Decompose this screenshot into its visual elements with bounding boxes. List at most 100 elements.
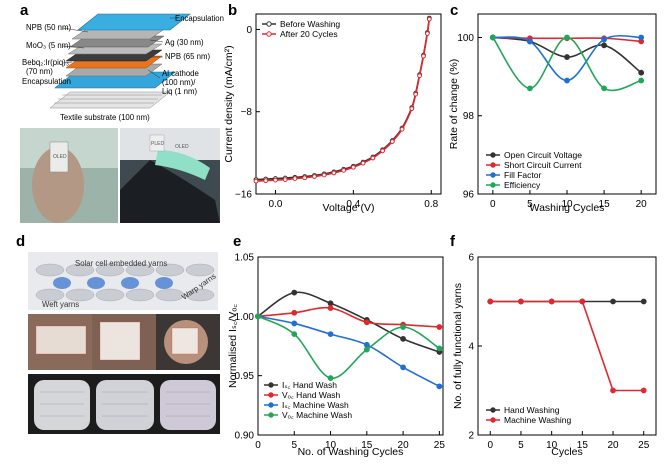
- data-point-e-3: [400, 324, 406, 330]
- x-tick-label-f: 0: [487, 440, 493, 451]
- data-point-e-1: [436, 324, 443, 330]
- data-point-b-1: [426, 16, 432, 22]
- layer-label-bebq: Bebq₂:Ir(piq)₃: [22, 58, 69, 67]
- x-tick-label-e: 25: [434, 440, 446, 451]
- panel-label-d: d: [16, 233, 25, 250]
- layer-label-ag: Ag (30 nm): [165, 38, 204, 47]
- layer-label-encapsulation: Encapsulation: [175, 14, 224, 23]
- data-point-e-3: [291, 331, 298, 338]
- data-point-f-1: [518, 298, 524, 305]
- series-line-b-0: [255, 18, 431, 181]
- x-tick-label-c: 15: [599, 199, 611, 210]
- legend-marker-e-3: [268, 412, 274, 418]
- chart-functional-yarns: 0 5 10 15 20 25 2 4 6 Cycles No. of fully function…: [452, 253, 657, 458]
- y-tick-label-e: 1.00: [235, 312, 255, 323]
- data-point-c-2: [527, 38, 533, 45]
- data-point-f-1: [487, 298, 494, 305]
- annotation-solar-cell-yarns: Solar cell embedded yarns: [75, 259, 167, 268]
- panel-label-b: b: [228, 2, 237, 19]
- data-point-f-0: [640, 298, 647, 305]
- legend-label-e-0: Iₛ꜀ Hand Wash: [282, 380, 337, 390]
- data-point-e-0: [327, 300, 334, 307]
- x-tick-label-e: 5: [291, 440, 297, 451]
- layer-label-liq: Liq (1 nm): [162, 87, 198, 96]
- data-point-b-1: [399, 126, 405, 132]
- layer-label-bebq-thickness: (70 nm): [26, 67, 53, 76]
- data-point-f-0: [610, 298, 616, 305]
- data-point-e-2: [327, 331, 334, 338]
- y-tick-label-e: 0.95: [235, 371, 255, 382]
- layer-leader-lines: [62, 17, 178, 79]
- data-point-c-0: [564, 54, 570, 60]
- y-tick-label-e: 0.90: [235, 431, 255, 442]
- data-point-f-1: [610, 387, 616, 394]
- data-point-b-1: [350, 164, 356, 170]
- x-axis-label-c: Washing Cycles: [530, 202, 605, 214]
- data-point-e-3: [255, 313, 261, 320]
- x-tick-label-b: 0.8: [424, 199, 438, 210]
- x-tick-label-b: 0.0: [269, 199, 283, 210]
- data-point-b-1: [417, 73, 422, 79]
- plot-frame-b: [255, 13, 442, 195]
- data-point-b-1: [263, 178, 269, 184]
- legend-marker-e-2: [268, 402, 274, 408]
- data-point-b-1: [413, 91, 419, 97]
- y-tick-label-b: −16: [235, 190, 252, 201]
- layer-label-moo3: MoO₃ (5 nm): [26, 41, 71, 50]
- series-line-e-2: [257, 315, 440, 388]
- data-point-b-1: [380, 148, 385, 154]
- legend-marker-e-0: [268, 382, 274, 388]
- data-point-c-0: [601, 42, 607, 49]
- data-point-e-3: [436, 345, 443, 352]
- series-line-e-1: [257, 306, 440, 328]
- panel-label-f: f: [450, 233, 456, 250]
- data-point-f-1: [579, 298, 586, 305]
- data-point-b-1: [421, 53, 426, 59]
- legend-label-f-1: Machine Washing: [504, 415, 572, 425]
- series-line-e-0: [257, 291, 440, 353]
- data-point-b-1: [253, 178, 259, 184]
- x-tick-label-f: 15: [577, 440, 589, 451]
- photo-label-oled-right: OLED: [175, 144, 189, 150]
- y-axis-label-e: Normalised Iₛ꜀/Vₒ꜀: [227, 304, 239, 388]
- legend-label-c-3: Efficiency: [504, 180, 541, 190]
- plot-frame-e: [257, 256, 444, 436]
- data-point-e-2: [400, 364, 406, 371]
- x-tick-label-e: 0: [255, 440, 261, 451]
- data-point-e-1: [291, 309, 298, 316]
- photo-label-pled: PLED: [151, 141, 164, 147]
- data-point-e-0: [400, 335, 406, 342]
- y-axis-label-b: Current density (mA/cm²): [223, 45, 235, 162]
- annotation-weft-yarns: Weft yarns: [42, 300, 79, 309]
- data-point-b-1: [409, 106, 415, 112]
- data-point-f-1: [548, 298, 555, 305]
- x-tick-label-c: 0: [490, 199, 496, 210]
- y-tick-label-c: 98: [463, 111, 475, 122]
- data-point-b-1: [389, 139, 395, 144]
- legend-marker-c-2: [490, 172, 496, 178]
- legend-label-b-1: After 20 Cycles: [280, 29, 338, 39]
- x-tick-label-f: 10: [546, 440, 558, 451]
- data-point-c-3: [564, 34, 570, 41]
- layer-label-al-thickness: (100 nm)/: [162, 78, 196, 87]
- data-point-b-1: [360, 160, 366, 166]
- data-point-e-2: [436, 383, 443, 390]
- data-point-c-2: [601, 36, 607, 43]
- legend-marker-c-1: [490, 162, 496, 168]
- panel-label-e: e: [233, 233, 241, 250]
- oled-photo-left: OLED: [20, 128, 118, 223]
- hand-flex-photo-strip: [28, 314, 220, 370]
- data-point-b-1: [321, 172, 327, 178]
- data-point-c-3: [601, 85, 607, 92]
- legend-label-e-1: Vₒ꜀ Hand Wash: [282, 390, 341, 400]
- legend-label-b-0: Before Washing: [280, 19, 340, 29]
- legend-label-e-2: Iₛ꜀ Machine Wash: [282, 400, 349, 410]
- y-axis-label-f: No. of fully functional yarns: [452, 283, 464, 409]
- data-point-b-1: [292, 176, 298, 181]
- washed-samples-photo-strip: [28, 374, 220, 434]
- x-tick-label-c: 5: [527, 199, 533, 210]
- series-line-b-1: [255, 19, 431, 182]
- data-point-b-1: [370, 155, 376, 161]
- textile-substrate: [49, 91, 171, 109]
- y-tick-label-c: 100: [457, 33, 474, 44]
